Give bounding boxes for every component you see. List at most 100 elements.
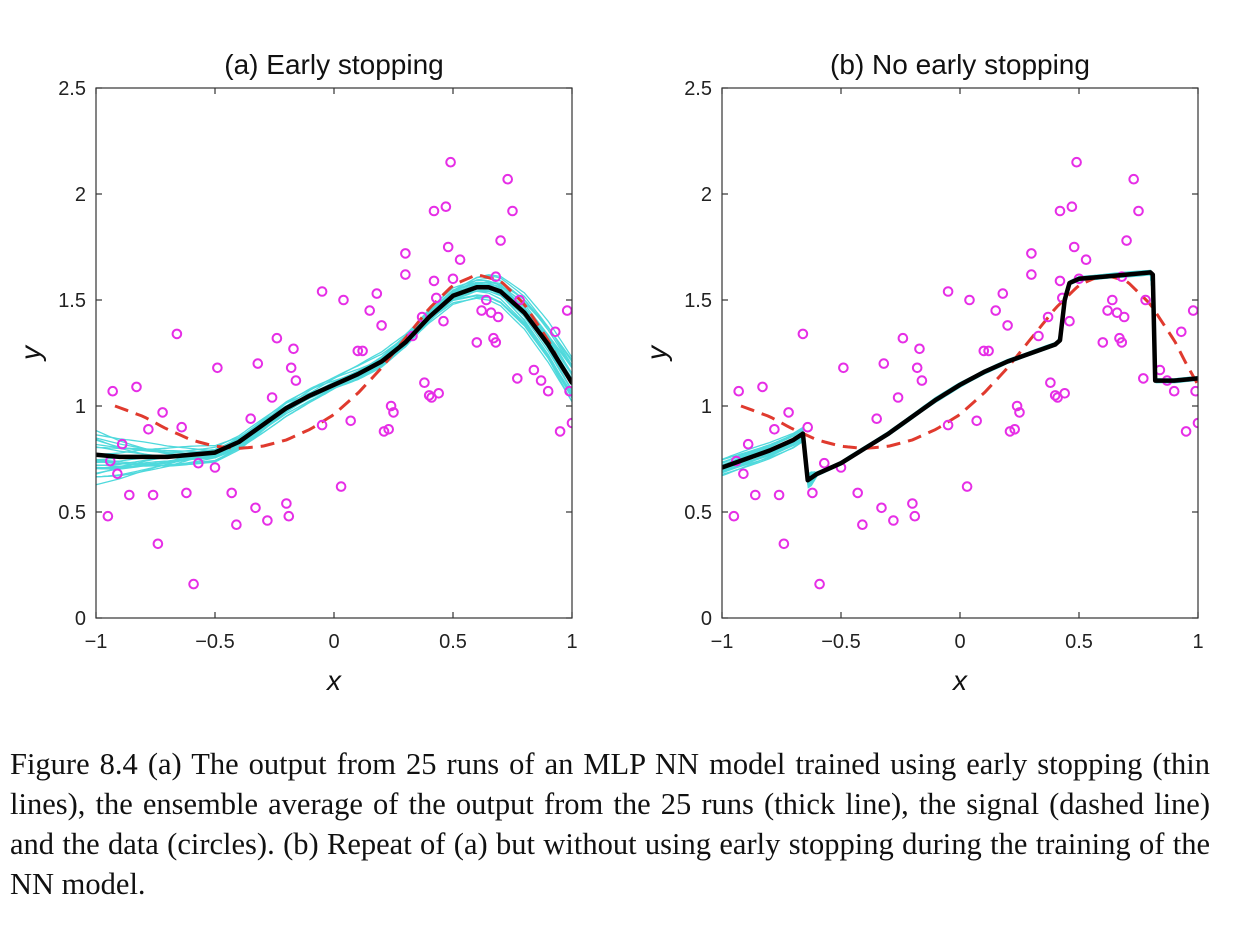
data-point bbox=[490, 271, 502, 283]
data-point bbox=[428, 205, 440, 217]
x-axis-label: x bbox=[951, 665, 968, 696]
data-point bbox=[226, 487, 237, 499]
data-point bbox=[116, 438, 128, 450]
data-point bbox=[773, 489, 785, 501]
y-axis-label: y bbox=[15, 344, 46, 362]
data-point bbox=[502, 173, 514, 185]
data-point bbox=[852, 487, 864, 499]
data-point bbox=[797, 328, 809, 340]
data-point bbox=[285, 362, 297, 374]
y-tick-label: 0 bbox=[75, 608, 86, 630]
data-point bbox=[554, 426, 566, 437]
data-point bbox=[440, 201, 452, 212]
ensemble-run-line bbox=[722, 270, 1198, 484]
ensemble-run-line bbox=[96, 279, 572, 470]
data-point bbox=[757, 381, 768, 393]
signal-line bbox=[114, 273, 572, 450]
data-point bbox=[1011, 400, 1023, 412]
data-point bbox=[428, 275, 440, 287]
data-point bbox=[102, 510, 114, 522]
data-point bbox=[897, 332, 909, 344]
data-point bbox=[193, 457, 204, 469]
data-point bbox=[819, 457, 830, 469]
data-point bbox=[188, 578, 199, 590]
data-point bbox=[433, 388, 445, 399]
data-point bbox=[911, 362, 923, 374]
y-tick-label: 2 bbox=[701, 184, 712, 206]
axes-frame bbox=[721, 87, 1199, 619]
data-point bbox=[352, 345, 364, 357]
data-point bbox=[181, 487, 192, 499]
data-point bbox=[907, 498, 918, 509]
x-tick-label: 1 bbox=[566, 631, 577, 653]
data-point bbox=[542, 385, 554, 397]
data-point bbox=[807, 487, 818, 499]
x-tick-label: 0.5 bbox=[1065, 631, 1093, 653]
data-point bbox=[978, 345, 990, 357]
data-point bbox=[1168, 385, 1180, 397]
data-point bbox=[492, 311, 504, 323]
data-point bbox=[550, 326, 561, 338]
ensemble-run-line bbox=[96, 283, 572, 464]
data-point bbox=[471, 337, 483, 348]
data-point bbox=[176, 421, 187, 433]
x-tick-label: 0.5 bbox=[439, 631, 467, 653]
data-point bbox=[266, 392, 278, 403]
ensemble-run-line bbox=[722, 273, 1198, 481]
x-tick-label: 0 bbox=[954, 631, 965, 653]
data-point bbox=[1128, 173, 1139, 185]
data-point bbox=[964, 294, 975, 306]
data-point bbox=[942, 286, 954, 297]
data-point bbox=[535, 375, 547, 386]
ensemble-run-line bbox=[722, 273, 1198, 486]
data-point bbox=[157, 407, 168, 418]
x-tick-label: −1 bbox=[85, 631, 108, 653]
data-point bbox=[481, 294, 492, 306]
ensemble-run-line bbox=[722, 273, 1198, 487]
y-tick-label: 0.5 bbox=[58, 502, 86, 524]
y-axis-label: y bbox=[641, 344, 672, 362]
data-point bbox=[1014, 407, 1025, 418]
ensemble-run-line bbox=[96, 281, 572, 453]
y-tick-label: 0 bbox=[701, 608, 712, 630]
data-point bbox=[283, 510, 295, 522]
data-point bbox=[171, 328, 183, 340]
data-point bbox=[152, 538, 164, 550]
x-tick-label: −0.5 bbox=[195, 631, 234, 653]
data-point bbox=[1026, 248, 1037, 259]
data-point bbox=[431, 292, 442, 304]
data-point bbox=[916, 375, 928, 386]
panel-a-early-stopping: −1 −0.5 0 0.5 1 0 0.5 1 1.5 2 2.5 (a) Early stoppin… bbox=[15, 49, 578, 696]
y-tick-label: 1.5 bbox=[58, 290, 86, 312]
data-point bbox=[107, 385, 118, 397]
figure-8-4: −1 −0.5 0 0.5 1 0 0.5 1 1.5 2 2.5 (a) Early stoppin… bbox=[15, 49, 1204, 696]
data-point bbox=[1097, 337, 1109, 348]
data-point bbox=[1071, 156, 1082, 168]
data-point bbox=[143, 424, 154, 435]
data-point bbox=[1176, 326, 1187, 338]
data-point bbox=[983, 345, 994, 357]
data-point bbox=[400, 248, 411, 259]
data-point bbox=[1107, 294, 1118, 306]
x-tick-label: 0 bbox=[328, 631, 339, 653]
data-point bbox=[445, 156, 456, 168]
data-point bbox=[1118, 311, 1130, 323]
data-point bbox=[1054, 275, 1066, 287]
data-point bbox=[1049, 390, 1061, 401]
data-point bbox=[316, 286, 328, 297]
data-point bbox=[376, 320, 387, 331]
data-point bbox=[212, 362, 223, 374]
data-point bbox=[876, 502, 887, 514]
data-point bbox=[857, 519, 868, 531]
data-point bbox=[564, 385, 572, 397]
data-point bbox=[914, 343, 925, 355]
ensemble-run-line bbox=[722, 270, 1198, 483]
data-point bbox=[733, 385, 745, 397]
data-point bbox=[383, 424, 395, 435]
data-point bbox=[364, 305, 376, 316]
y-tick-label: 2.5 bbox=[58, 78, 86, 100]
ensemble-mean-line bbox=[96, 285, 572, 460]
x-tick-label: −0.5 bbox=[821, 631, 860, 653]
data-point bbox=[514, 294, 525, 306]
axes-frame bbox=[95, 87, 573, 619]
